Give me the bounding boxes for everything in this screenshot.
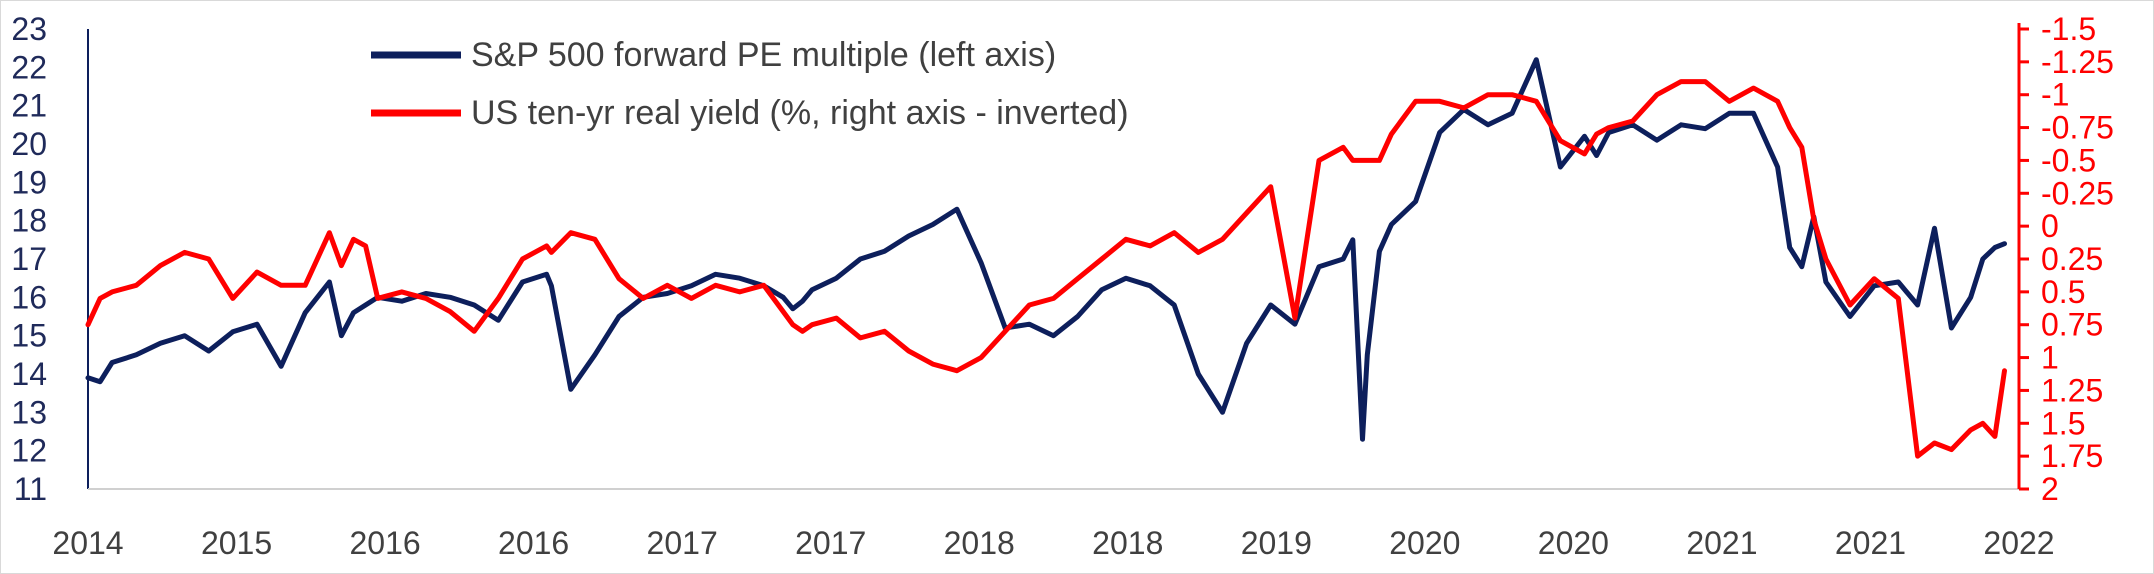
right-tick-label: 1.25 <box>2041 372 2103 408</box>
x-tick-label: 2015 <box>201 525 272 561</box>
right-tick-label: -0.25 <box>2041 175 2114 211</box>
x-tick-label: 2018 <box>1092 525 1163 561</box>
chart-legend: S&P 500 forward PE multiple (left axis) … <box>371 36 1129 132</box>
right-tick-label: 0.75 <box>2041 307 2103 343</box>
left-tick-label: 11 <box>14 471 47 507</box>
x-tick-label: 2016 <box>349 525 420 561</box>
x-tick-label: 2021 <box>1686 525 1757 561</box>
left-tick-label: 16 <box>11 279 47 315</box>
x-tick-label: 2018 <box>944 525 1015 561</box>
right-tick-label: -1.5 <box>2041 11 2096 47</box>
x-tick-label: 2019 <box>1241 525 1312 561</box>
right-tick-label: 0.25 <box>2041 241 2103 277</box>
series-line-pe <box>85 57 2007 442</box>
series-group <box>85 57 2007 459</box>
right-tick-label: 1.75 <box>2041 438 2103 474</box>
right-tick-label: -0.5 <box>2041 142 2096 178</box>
x-tick-label: 2016 <box>498 525 569 561</box>
right-tick-label: 0 <box>2041 208 2059 244</box>
x-tick-label: 2014 <box>52 525 123 561</box>
left-tick-label: 22 <box>11 49 47 85</box>
right-tick-label: 1 <box>2041 340 2059 376</box>
left-tick-label: 18 <box>11 203 47 239</box>
left-tick-label: 14 <box>11 356 47 392</box>
x-tick-label: 2017 <box>647 525 718 561</box>
left-tick-label: 17 <box>11 241 47 277</box>
left-tick-label: 21 <box>11 88 47 124</box>
left-tick-label: 13 <box>11 394 47 430</box>
legend-label-real-yield: US ten-yr real yield (%, right axis - in… <box>471 94 1129 132</box>
x-tick-label: 2020 <box>1538 525 1609 561</box>
right-tick-label: 0.5 <box>2041 274 2085 310</box>
x-tick-label: 2017 <box>795 525 866 561</box>
right-tick-label: -0.75 <box>2041 110 2114 146</box>
right-tick-label: -1 <box>2041 77 2069 113</box>
left-tick-label: 19 <box>11 164 47 200</box>
series-line-real-yield <box>85 79 2007 459</box>
left-tick-label: 15 <box>11 318 47 354</box>
left-tick-label: 23 <box>11 11 47 47</box>
axes-group: 23222120191817161514131211-1.5-1.25-1-0.… <box>11 11 2114 561</box>
left-tick-label: 12 <box>11 433 47 469</box>
x-tick-label: 2021 <box>1835 525 1906 561</box>
x-tick-label: 2020 <box>1389 525 1460 561</box>
right-tick-label: 2 <box>2041 471 2059 507</box>
x-tick-label: 2022 <box>1983 525 2054 561</box>
left-tick-label: 20 <box>11 126 47 162</box>
legend-label-pe: S&P 500 forward PE multiple (left axis) <box>471 36 1056 74</box>
right-tick-label: -1.25 <box>2041 44 2114 80</box>
right-tick-label: 1.5 <box>2041 405 2085 441</box>
